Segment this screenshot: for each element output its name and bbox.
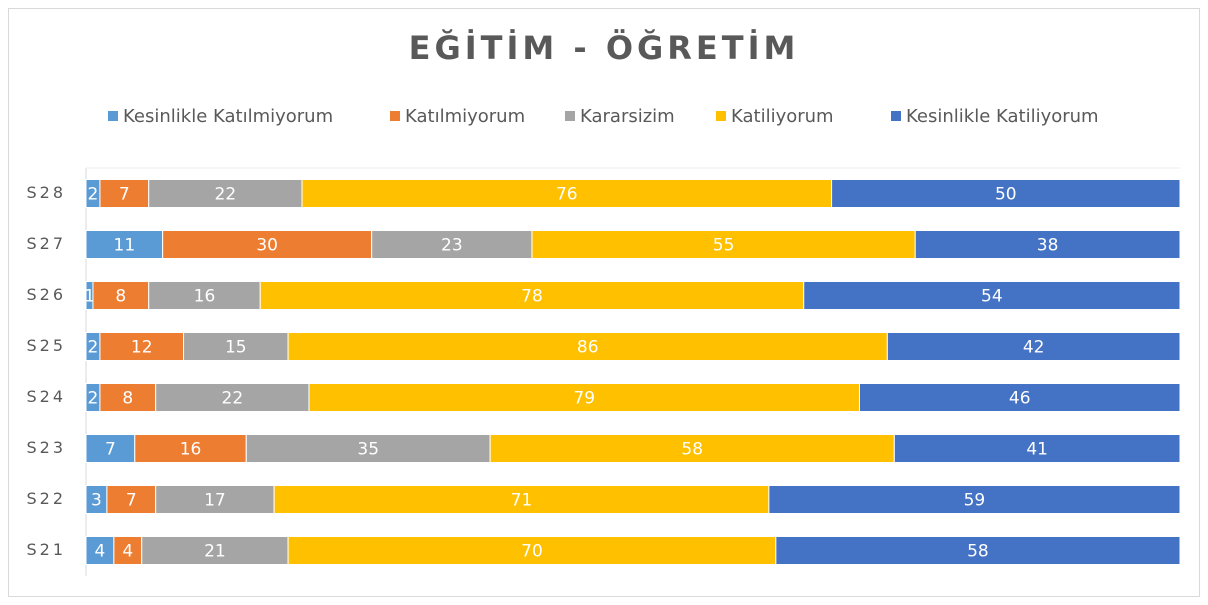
y-tick-label: S25 bbox=[26, 336, 66, 355]
bar-segment bbox=[768, 485, 1181, 514]
data-label: 50 bbox=[995, 185, 1017, 205]
bar-segment bbox=[273, 485, 770, 514]
bar-segment bbox=[893, 434, 1181, 463]
bar-segment bbox=[85, 536, 115, 565]
bar-segment bbox=[134, 434, 247, 463]
y-tick-label: S27 bbox=[26, 234, 66, 253]
bar-segment bbox=[489, 434, 895, 463]
bar-segment bbox=[148, 179, 303, 208]
data-label: 22 bbox=[215, 185, 237, 205]
legend-swatch bbox=[891, 111, 901, 121]
data-label: 11 bbox=[114, 236, 136, 256]
bar-segment bbox=[99, 383, 157, 412]
data-label: 86 bbox=[577, 338, 599, 358]
data-label: 42 bbox=[1023, 338, 1045, 358]
data-label: 55 bbox=[713, 236, 735, 256]
legend-swatch bbox=[390, 111, 400, 121]
bar-segment bbox=[531, 230, 916, 259]
legend-swatch bbox=[716, 111, 726, 121]
data-label: 16 bbox=[180, 440, 202, 460]
data-label: 46 bbox=[1009, 389, 1031, 409]
bar-segment bbox=[775, 536, 1181, 565]
data-label: 16 bbox=[194, 287, 216, 307]
bar-segment bbox=[886, 332, 1181, 361]
data-label: 15 bbox=[225, 338, 247, 358]
bar-segment bbox=[155, 383, 310, 412]
bar-segment bbox=[803, 281, 1181, 310]
data-label: 21 bbox=[204, 542, 226, 562]
data-label: 12 bbox=[131, 338, 153, 358]
bar-segment bbox=[259, 281, 805, 310]
bar-segment bbox=[858, 383, 1181, 412]
legend-label: Kararsizim bbox=[580, 106, 675, 127]
chart-title: EĞİTİM - ÖĞRETİM bbox=[409, 28, 800, 67]
y-tick-label: S26 bbox=[26, 285, 66, 304]
data-label: 2 bbox=[88, 389, 99, 409]
y-tick-label: S22 bbox=[26, 489, 66, 508]
data-label: 4 bbox=[122, 542, 133, 562]
data-label: 7 bbox=[119, 185, 130, 205]
data-label: 59 bbox=[964, 491, 986, 511]
data-label: 17 bbox=[204, 491, 226, 511]
data-label: 7 bbox=[105, 440, 116, 460]
data-label: 30 bbox=[256, 236, 278, 256]
data-label: 4 bbox=[95, 542, 106, 562]
data-label: 71 bbox=[511, 491, 533, 511]
legend-label: Kesinlikle Katiliyorum bbox=[906, 106, 1099, 127]
y-tick-label: S28 bbox=[26, 183, 66, 202]
data-label: 2 bbox=[88, 338, 99, 358]
y-tick-label: S24 bbox=[26, 387, 66, 406]
data-label: 38 bbox=[1037, 236, 1059, 256]
data-label: 79 bbox=[573, 389, 595, 409]
data-label: 35 bbox=[357, 440, 379, 460]
bar-segment bbox=[99, 332, 185, 361]
data-label: 8 bbox=[122, 389, 133, 409]
bar-segment bbox=[287, 536, 777, 565]
data-label: 58 bbox=[967, 542, 989, 562]
data-label: 23 bbox=[441, 236, 463, 256]
y-tick-label: S23 bbox=[26, 438, 66, 457]
data-label: 2 bbox=[88, 185, 99, 205]
data-label: 3 bbox=[91, 491, 102, 511]
bar-segment bbox=[914, 230, 1181, 259]
data-label: 1 bbox=[84, 287, 95, 307]
data-label: 58 bbox=[681, 440, 703, 460]
data-label: 22 bbox=[222, 389, 244, 409]
bar-segment bbox=[162, 230, 373, 259]
legend-label: Kesinlikle Katılmiyorum bbox=[123, 106, 333, 127]
data-label: 54 bbox=[981, 287, 1003, 307]
data-label: 8 bbox=[115, 287, 126, 307]
legend-label: Katılmiyorum bbox=[405, 106, 525, 127]
data-label: 76 bbox=[556, 185, 578, 205]
data-label: 70 bbox=[521, 542, 543, 562]
bar-segment bbox=[183, 332, 289, 361]
bar-segment bbox=[106, 485, 157, 514]
bar-segment bbox=[287, 332, 888, 361]
legend-swatch bbox=[565, 111, 575, 121]
bar-segment bbox=[831, 179, 1181, 208]
bar-segment bbox=[92, 281, 150, 310]
data-label: 78 bbox=[521, 287, 543, 307]
bar-segment bbox=[141, 536, 289, 565]
data-label: 41 bbox=[1026, 440, 1048, 460]
legend-label: Katiliyorum bbox=[731, 106, 834, 127]
data-label: 7 bbox=[126, 491, 137, 511]
legend-swatch bbox=[108, 111, 118, 121]
bar-segment bbox=[245, 434, 491, 463]
y-tick-label: S21 bbox=[26, 540, 66, 559]
